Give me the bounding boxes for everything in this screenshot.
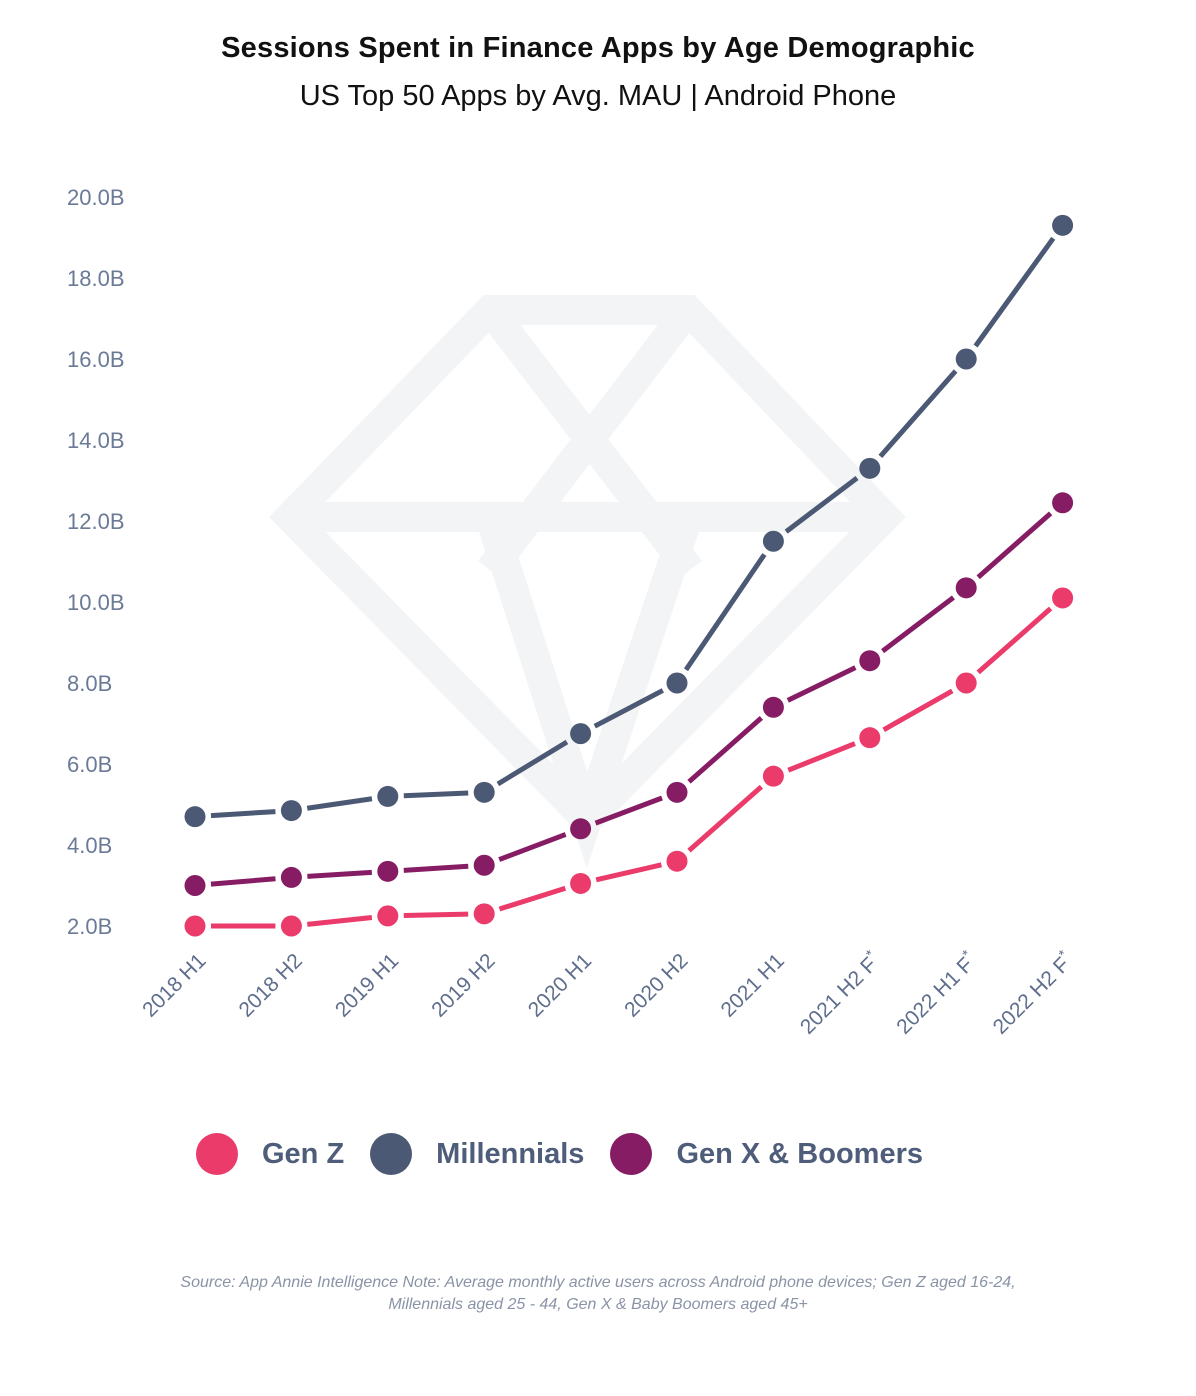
y-tick-label: 18.0B [67, 266, 125, 291]
legend-dot-gen-z-icon [196, 1133, 238, 1175]
legend-dot-millennials-icon [370, 1133, 413, 1175]
data-point[interactable] [570, 723, 592, 745]
data-point[interactable] [666, 850, 688, 872]
series-line-segment [306, 796, 373, 811]
series-line-segment [403, 790, 469, 799]
series-line-segment [784, 476, 859, 534]
series-line-segment [210, 809, 276, 819]
legend-label: Gen Z [262, 1137, 345, 1170]
x-tick-label: 2021 H1 [717, 949, 789, 1021]
diamond-watermark-icon [269, 295, 906, 869]
data-point[interactable] [859, 650, 881, 672]
series-line-segment [307, 915, 373, 927]
data-point[interactable] [1052, 587, 1074, 609]
x-tick-label: 2021 H2 F* [793, 946, 886, 1039]
series-line-segment [498, 885, 567, 912]
data-point[interactable] [184, 875, 206, 896]
series-line-segment [403, 863, 469, 873]
series-line-segment [307, 869, 372, 879]
series-line-segment [976, 511, 1053, 580]
series-line-segment [683, 553, 767, 672]
series-line-segment [595, 862, 662, 883]
x-tick-label: 2022 H1 F* [889, 946, 982, 1039]
y-tick-label: 14.0B [67, 428, 125, 453]
series-line-segment [403, 911, 469, 919]
data-point[interactable] [762, 530, 784, 552]
data-point[interactable] [955, 672, 977, 694]
x-tick-label: 2018 H1 [138, 949, 210, 1021]
series-line-segment [786, 665, 857, 703]
data-point[interactable] [762, 765, 784, 787]
x-tick-label: 2020 H1 [524, 949, 596, 1021]
x-tick-label: 2019 H1 [331, 949, 403, 1021]
series-line-segment [594, 795, 663, 826]
legend-dot-gen-x-boomers-icon [610, 1133, 653, 1175]
series-line-segment [210, 876, 276, 887]
data-point[interactable] [377, 905, 399, 927]
data-point[interactable] [377, 785, 399, 807]
x-tick-label: 2022 H2 F* [986, 946, 1079, 1039]
series-line-segment [973, 236, 1056, 348]
data-point[interactable] [1052, 492, 1074, 514]
series-gen-x-boomers [184, 492, 1074, 896]
data-point[interactable] [280, 915, 302, 937]
data-point[interactable] [859, 457, 881, 479]
y-tick-label: 4.0B [67, 833, 112, 858]
series-line-segment [882, 688, 954, 732]
x-tick-label: 2020 H2 [620, 949, 692, 1021]
data-point[interactable] [377, 860, 399, 882]
data-point[interactable] [762, 696, 784, 718]
legend-item-gen-z[interactable]: Gen Z [196, 1133, 344, 1175]
data-point[interactable] [473, 903, 495, 925]
series-layer [184, 214, 1074, 937]
series-line-segment [976, 606, 1053, 675]
series-millennials [184, 214, 1074, 828]
y-tick-label: 2.0B [67, 914, 112, 939]
y-tick-label: 8.0B [67, 671, 112, 696]
series-line-segment [687, 716, 764, 784]
y-axis: 2.0B 4.0B 6.0B 8.0B 10.0B 12.0B 14.0B 16.0B 18.0… [67, 185, 125, 939]
data-point[interactable] [859, 727, 881, 749]
chart-subtitle: US Top 50 Apps by Avg. MAU | Android Pho… [299, 80, 897, 112]
y-tick-label: 10.0B [67, 590, 125, 615]
y-tick-label: 20.0B [67, 185, 125, 210]
data-point[interactable] [473, 854, 495, 876]
data-point[interactable] [666, 672, 688, 694]
legend: Gen Z Millennials Gen X & Boomers [196, 1133, 949, 1175]
legend-label: Gen X & Boomers [676, 1137, 923, 1170]
series-line-segment [881, 595, 955, 654]
legend-item-gen-x-boomers[interactable]: Gen X & Boomers [610, 1133, 923, 1175]
series-gen-z [184, 587, 1074, 937]
data-point[interactable] [666, 781, 688, 803]
data-point[interactable] [280, 866, 302, 888]
series-line-segment [687, 784, 764, 853]
series-line-segment [593, 688, 664, 729]
data-point[interactable] [184, 806, 206, 828]
source-note: Source: App Annie Intelligence Note: Ave… [180, 1274, 1016, 1313]
series-line-segment [787, 741, 856, 773]
series-line-segment [878, 369, 958, 459]
x-tick-label: 2018 H2 [235, 949, 307, 1021]
legend-label: Millennials [436, 1137, 585, 1170]
data-point[interactable] [955, 348, 977, 370]
data-point[interactable] [570, 818, 592, 840]
data-point[interactable] [473, 781, 495, 803]
series-line-segment [496, 739, 569, 787]
line-chart: 2.0B 4.0B 6.0B 8.0B 10.0B 12.0B 14.0B 16.0B 18.0… [67, 185, 1079, 1039]
y-tick-label: 16.0B [67, 347, 125, 372]
chart-title: Sessions Spent in Finance Apps by Age De… [221, 32, 975, 64]
series-line-segment [498, 832, 567, 862]
data-point[interactable] [955, 577, 977, 599]
data-point[interactable] [280, 800, 302, 822]
data-point[interactable] [1052, 214, 1074, 236]
x-axis: 2018 H1 2018 H2 2019 H1 2019 H2 2020 H1 2020 … [138, 946, 1078, 1039]
data-point[interactable] [570, 872, 592, 894]
x-tick-label: 2019 H2 [427, 949, 499, 1021]
data-point[interactable] [184, 915, 206, 937]
y-tick-label: 6.0B [67, 752, 112, 777]
y-tick-label: 12.0B [67, 509, 125, 534]
legend-item-millennials[interactable]: Millennials [370, 1133, 584, 1175]
